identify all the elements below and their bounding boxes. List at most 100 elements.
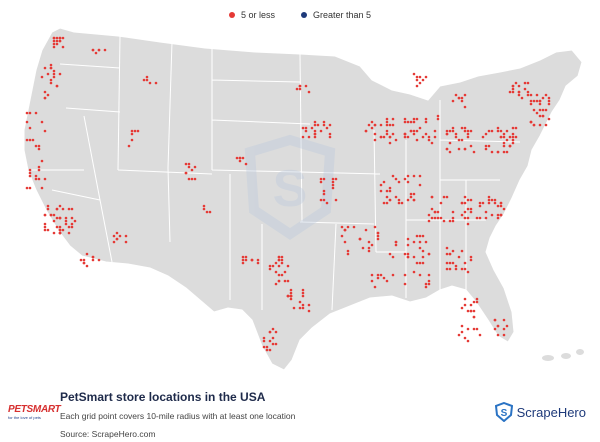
store-location-dot [412, 198, 416, 202]
store-location-dot [373, 123, 377, 127]
store-location-dot [445, 252, 449, 256]
store-location-dot [463, 195, 467, 199]
store-location-dot [301, 135, 305, 139]
store-location-dot [448, 150, 452, 154]
store-location-dot [418, 246, 422, 250]
store-location-dot [373, 138, 377, 142]
store-location-dot [502, 333, 506, 337]
store-location-dot [331, 186, 335, 190]
store-location-dot [442, 195, 446, 199]
state-borders [28, 35, 521, 311]
store-location-dot [436, 216, 440, 220]
store-location-dot [43, 225, 47, 229]
store-location-dot [409, 195, 413, 199]
store-location-dot [34, 177, 38, 181]
store-location-dot [499, 135, 503, 139]
store-location-dot [313, 120, 317, 124]
store-location-dot [523, 87, 527, 91]
store-location-dot [34, 144, 38, 148]
store-location-dot [37, 165, 41, 169]
store-location-dot [295, 87, 299, 91]
store-location-dot [118, 234, 122, 238]
store-location-dot [412, 117, 416, 121]
store-location-dot [439, 216, 443, 220]
store-location-dot [526, 81, 530, 85]
store-location-dot [334, 177, 338, 181]
store-location-dot [481, 201, 485, 205]
store-location-dot [379, 123, 383, 127]
store-location-dot [280, 261, 284, 265]
store-location-dot [205, 210, 209, 214]
store-location-dot [82, 261, 86, 265]
store-location-dot [385, 279, 389, 283]
store-location-dot [130, 132, 134, 136]
store-location-dot [28, 138, 32, 142]
store-location-dot [61, 228, 65, 232]
store-location-dot [451, 219, 455, 223]
store-location-dot [469, 309, 473, 313]
store-location-dot [58, 72, 62, 76]
store-location-dot [325, 201, 329, 205]
store-location-dot [367, 123, 371, 127]
store-location-dot [424, 282, 428, 286]
store-location-dot [307, 303, 311, 307]
store-location-dot [529, 93, 533, 97]
store-location-dot [406, 135, 410, 139]
store-location-dot [496, 213, 500, 217]
store-location-dot [412, 129, 416, 133]
store-location-dot [475, 297, 479, 301]
store-location-dot [322, 189, 326, 193]
store-location-dot [55, 84, 59, 88]
store-location-dot [472, 315, 476, 319]
usa-map: S [0, 20, 600, 380]
store-location-dot [475, 327, 479, 331]
store-location-dot [331, 180, 335, 184]
store-location-dot [484, 132, 488, 136]
store-location-dot [43, 222, 47, 226]
store-location-dot [97, 258, 101, 262]
store-location-dot [187, 165, 191, 169]
store-location-dot [184, 162, 188, 166]
store-location-dot [28, 168, 32, 172]
store-location-dot [91, 48, 95, 52]
store-location-dot [415, 261, 419, 265]
store-location-dot [478, 201, 482, 205]
store-location-dot [274, 330, 278, 334]
store-location-dot [283, 279, 287, 283]
store-location-dot [40, 120, 44, 124]
store-location-dot [70, 216, 74, 220]
store-location-dot [427, 219, 431, 223]
store-location-dot [415, 78, 419, 82]
store-location-dot [463, 129, 467, 133]
store-location-dot [328, 132, 332, 136]
store-location-dot [427, 138, 431, 142]
store-location-dot [43, 96, 47, 100]
store-location-dot [193, 177, 197, 181]
store-location-dot [280, 273, 284, 277]
store-location-dot [28, 186, 32, 190]
store-location-dot [340, 234, 344, 238]
store-location-dot [460, 213, 464, 217]
store-location-dot [448, 267, 452, 271]
store-location-dot [487, 201, 491, 205]
store-location-dot [334, 198, 338, 202]
store-location-dot [55, 39, 59, 43]
store-location-dot [55, 216, 59, 220]
store-location-dot [49, 81, 53, 85]
store-location-dot [529, 102, 533, 106]
store-location-dot [148, 81, 152, 85]
store-location-dot [304, 126, 308, 130]
store-location-dot [46, 207, 50, 211]
store-location-dot [64, 219, 68, 223]
store-location-dot [451, 249, 455, 253]
store-location-dot [415, 117, 419, 121]
store-location-dot [421, 255, 425, 259]
store-location-dot [301, 294, 305, 298]
store-location-dot [25, 120, 29, 124]
store-location-dot [526, 93, 530, 97]
usa-map-svg: S [23, 27, 584, 371]
store-location-dot [79, 258, 83, 262]
shield-s-icon: S [494, 402, 513, 422]
store-location-dot [262, 336, 266, 340]
store-location-dot [448, 252, 452, 256]
